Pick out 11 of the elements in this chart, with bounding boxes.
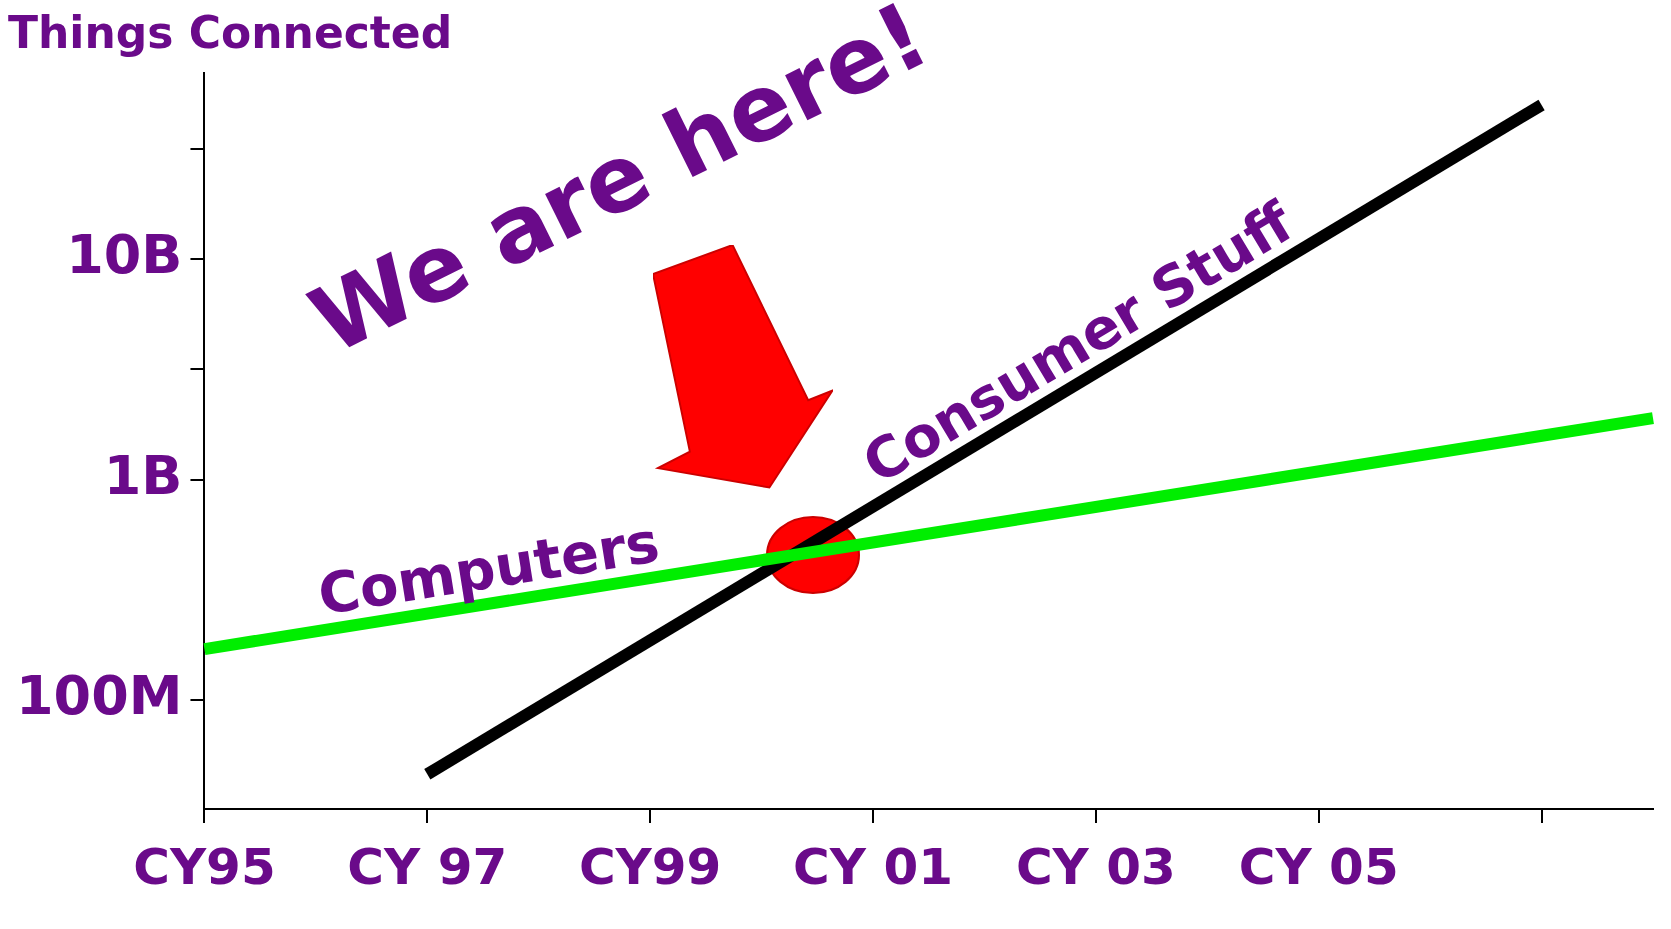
x-tick-label: CY95 (133, 837, 276, 896)
y-tick-label: 10B (66, 223, 183, 287)
y-tick-label: 100M (15, 663, 183, 727)
x-tick-label: CY 97 (347, 837, 508, 896)
x-tick-label: CY 01 (793, 837, 953, 896)
x-tick-label: CY99 (578, 837, 722, 896)
y-tick-label: 1B (103, 443, 183, 507)
chart-title: Things Connected (8, 6, 453, 58)
x-tick-label: CY 03 (1015, 837, 1176, 896)
x-tick-label: CY 05 (1238, 837, 1399, 896)
text: Computers (313, 509, 664, 628)
